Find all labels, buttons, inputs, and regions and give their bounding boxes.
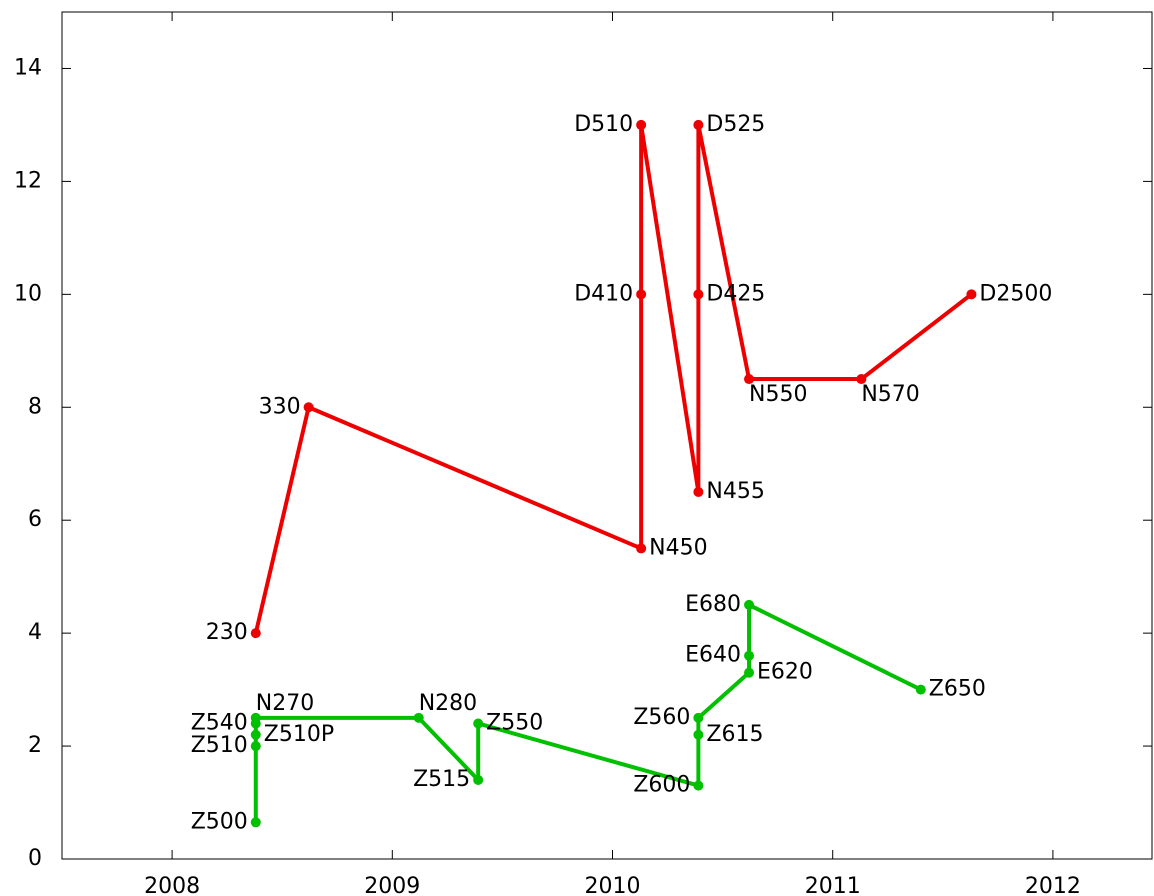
x-tick-label: 2010	[585, 874, 641, 896]
point-label: E680	[685, 592, 741, 617]
point-label: E620	[757, 660, 813, 685]
point-label: N570	[861, 382, 919, 407]
point-label: D525	[706, 112, 765, 137]
point	[693, 289, 704, 300]
point	[250, 817, 261, 828]
point	[473, 718, 484, 729]
point	[303, 402, 314, 413]
point	[966, 289, 977, 300]
point-label: Z540	[191, 710, 248, 735]
point	[744, 650, 755, 661]
point-label: Z560	[633, 705, 690, 730]
series-line	[253, 602, 922, 823]
point	[250, 729, 261, 740]
point-label: N550	[749, 382, 807, 407]
point	[915, 684, 926, 695]
y-tick-label: 10	[14, 281, 42, 306]
plot-border	[61, 11, 1153, 860]
point	[856, 374, 867, 385]
point-label: Z515	[413, 767, 470, 792]
point-label: D410	[574, 281, 633, 306]
point-label: Z500	[191, 809, 248, 834]
point	[473, 774, 484, 785]
point	[693, 729, 704, 740]
point-label: N455	[706, 479, 764, 504]
point	[744, 667, 755, 678]
point-label: Z510	[191, 733, 248, 758]
y-tick-label: 14	[14, 55, 42, 80]
point-label: D2500	[979, 281, 1052, 306]
point-label: D425	[706, 281, 765, 306]
point-label: Z615	[706, 722, 763, 747]
x-tick-label: 2011	[805, 874, 861, 896]
point-label: Z600	[633, 773, 690, 798]
point-label: Z550	[486, 710, 543, 735]
point	[693, 712, 704, 723]
y-tick-label: 8	[28, 394, 42, 419]
point	[693, 486, 704, 497]
point	[250, 628, 261, 639]
y-tick-label: 4	[28, 620, 42, 645]
x-tick-label: 2008	[144, 874, 200, 896]
point-label: E640	[685, 643, 741, 668]
point	[693, 119, 704, 130]
y-tick-label: 6	[28, 507, 42, 532]
point-label: N280	[419, 691, 477, 716]
point	[250, 712, 261, 723]
point	[636, 289, 647, 300]
point	[413, 712, 424, 723]
point-label: N270	[256, 691, 314, 716]
y-tick-label: 12	[14, 168, 42, 193]
point	[744, 599, 755, 610]
x-tick-label: 2009	[364, 874, 420, 896]
point	[693, 780, 704, 791]
point	[744, 374, 755, 385]
y-tick-label: 0	[28, 846, 42, 871]
point-label: D510	[574, 112, 633, 137]
point	[636, 119, 647, 130]
y-tick-label: 2	[28, 733, 42, 758]
point-label: 330	[259, 394, 301, 419]
point-label: N450	[649, 535, 707, 560]
point	[250, 741, 261, 752]
point-label: Z510P	[264, 722, 334, 747]
point-label: Z650	[929, 677, 986, 702]
x-tick-label: 2012	[1025, 874, 1081, 896]
point-label: 230	[206, 620, 248, 645]
point	[636, 543, 647, 554]
